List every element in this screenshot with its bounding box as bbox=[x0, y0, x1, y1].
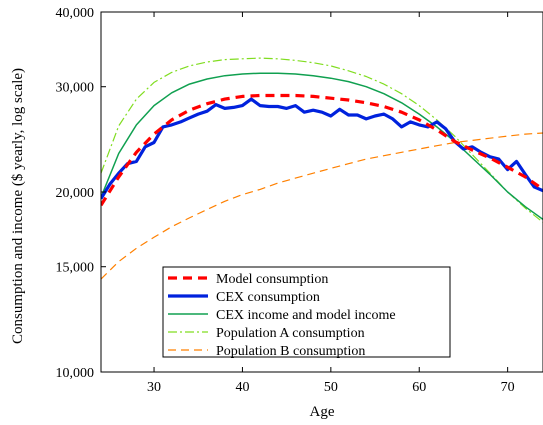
y-tick-label: 20,000 bbox=[56, 186, 95, 201]
axis-ticks: 30 40 50 60 70 10,000 15,000 20,000 30,000 40,000 bbox=[56, 6, 515, 395]
series-line-1 bbox=[101, 97, 543, 200]
y-axis-label: Consumption and income ($ yearly, log sc… bbox=[10, 68, 26, 344]
legend-label-1: CEX consumption bbox=[216, 290, 320, 305]
x-tick-label: 60 bbox=[412, 380, 426, 395]
legend-box bbox=[162, 266, 451, 358]
series-line-4 bbox=[101, 132, 543, 280]
legend-label-2: CEX income and model income bbox=[216, 308, 396, 323]
series-line-3 bbox=[101, 57, 543, 223]
y-tick-label: 10,000 bbox=[56, 366, 95, 381]
legend: Model consumption CEX consumption CEX inco… bbox=[162, 266, 451, 359]
x-tick-label: 50 bbox=[324, 380, 338, 395]
x-axis-label: Age bbox=[310, 404, 335, 420]
x-tick-label: 30 bbox=[147, 380, 161, 395]
legend-label-3: Population A consumption bbox=[216, 326, 365, 341]
series-lines bbox=[101, 57, 543, 280]
y-tick-label: 30,000 bbox=[56, 81, 95, 96]
x-tick-label: 40 bbox=[235, 380, 249, 395]
x-tick-label: 70 bbox=[501, 380, 515, 395]
series-line-2 bbox=[101, 72, 543, 221]
series-line-0 bbox=[101, 93, 543, 207]
legend-label-4: Population B consumption bbox=[216, 344, 365, 359]
y-tick-label: 15,000 bbox=[56, 261, 95, 276]
legend-label-0: Model consumption bbox=[216, 272, 328, 287]
y-tick-label: 40,000 bbox=[56, 6, 95, 21]
